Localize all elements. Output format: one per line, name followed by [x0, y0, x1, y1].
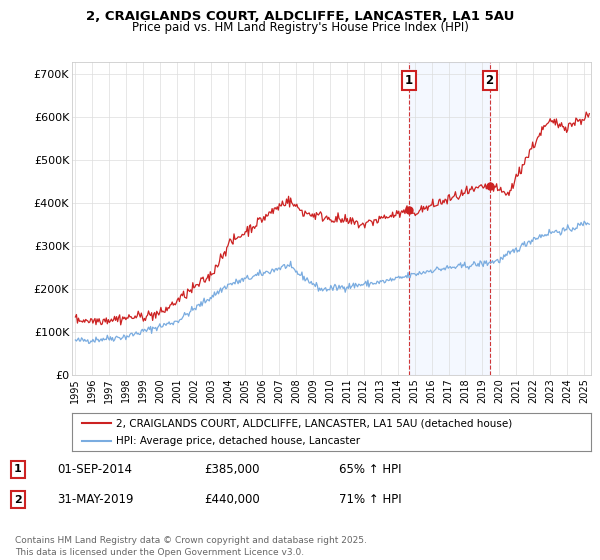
Text: £385,000: £385,000: [204, 463, 260, 476]
Text: HPI: Average price, detached house, Lancaster: HPI: Average price, detached house, Lanc…: [116, 436, 360, 446]
Bar: [409, 62, 490, 375]
Text: Price paid vs. HM Land Registry's House Price Index (HPI): Price paid vs. HM Land Registry's House …: [131, 21, 469, 34]
Text: 2: 2: [485, 74, 494, 87]
Text: £440,000: £440,000: [204, 493, 260, 506]
Text: 01-SEP-2014: 01-SEP-2014: [57, 463, 132, 476]
Text: 65% ↑ HPI: 65% ↑ HPI: [339, 463, 401, 476]
Text: 71% ↑ HPI: 71% ↑ HPI: [339, 493, 401, 506]
Text: 2: 2: [14, 494, 22, 505]
Text: 2, CRAIGLANDS COURT, ALDCLIFFE, LANCASTER, LA1 5AU: 2, CRAIGLANDS COURT, ALDCLIFFE, LANCASTE…: [86, 10, 514, 23]
Text: 1: 1: [405, 74, 413, 87]
Text: 2, CRAIGLANDS COURT, ALDCLIFFE, LANCASTER, LA1 5AU (detached house): 2, CRAIGLANDS COURT, ALDCLIFFE, LANCASTE…: [116, 418, 512, 428]
Text: Contains HM Land Registry data © Crown copyright and database right 2025.
This d: Contains HM Land Registry data © Crown c…: [15, 536, 367, 557]
Text: 31-MAY-2019: 31-MAY-2019: [57, 493, 133, 506]
Text: 1: 1: [14, 464, 22, 474]
